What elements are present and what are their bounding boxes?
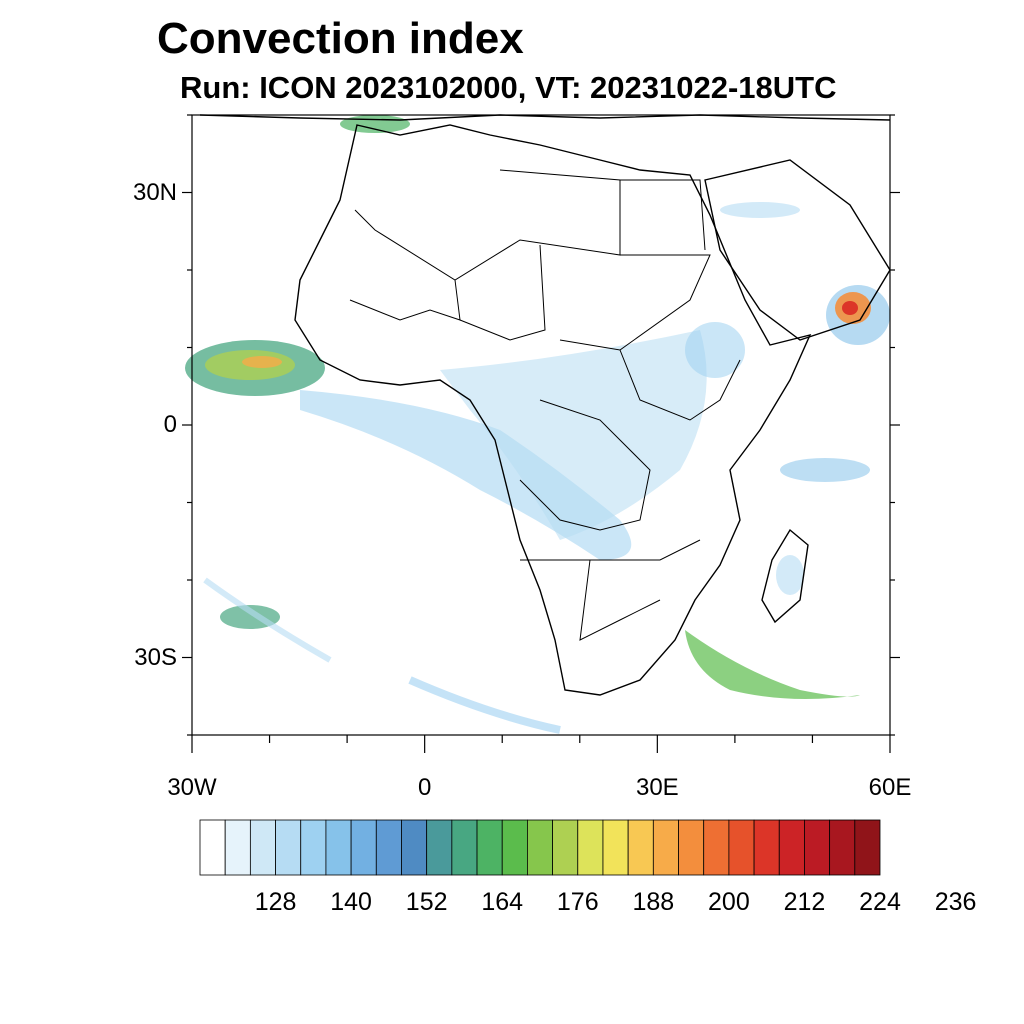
colorbar-tick-label: 176 bbox=[556, 888, 599, 916]
field-southwest-streak bbox=[203, 577, 332, 663]
colorbar-swatch bbox=[602, 819, 629, 876]
colorbar-swatch bbox=[778, 819, 805, 876]
country-borders bbox=[349, 169, 741, 641]
field-central-africa bbox=[440, 330, 707, 540]
colorbar-tick-label: 128 bbox=[254, 888, 297, 916]
colorbar-swatch bbox=[224, 819, 251, 876]
colorbar-swatch bbox=[426, 819, 453, 876]
africa-coastline bbox=[294, 124, 812, 696]
convection-field bbox=[185, 115, 890, 734]
lat-tick-label: 0 bbox=[163, 411, 177, 438]
chart-title: Convection index bbox=[157, 14, 524, 63]
colorbar-tick-label: 224 bbox=[859, 888, 901, 916]
colorbar-swatch bbox=[300, 819, 327, 876]
colorbar-swatch bbox=[753, 819, 780, 876]
colorbar-swatch bbox=[829, 819, 856, 876]
colorbar-swatch bbox=[728, 819, 755, 876]
colorbar-swatch bbox=[703, 819, 730, 876]
colorbar bbox=[199, 819, 881, 876]
colorbar-swatch bbox=[325, 819, 352, 876]
colorbar-swatch bbox=[552, 819, 579, 876]
colorbar-swatch bbox=[678, 819, 705, 876]
field-south-streak bbox=[408, 676, 561, 734]
europe-coastline bbox=[199, 114, 891, 121]
lon-tick-label: 30E bbox=[635, 774, 679, 801]
colorbar-swatch bbox=[249, 819, 276, 876]
colorbar-swatch bbox=[350, 819, 377, 876]
colorbar-tick-label: 212 bbox=[783, 888, 826, 916]
axis-ticks bbox=[182, 114, 900, 753]
lat-tick-label: 30N bbox=[132, 178, 177, 206]
field-indian-ocean bbox=[780, 458, 870, 482]
arabia-coastline bbox=[704, 159, 891, 341]
lon-tick-label: 0 bbox=[417, 774, 432, 801]
field-ethiopia bbox=[685, 322, 745, 378]
colorbar-swatch bbox=[199, 819, 226, 876]
field-madagascar bbox=[776, 555, 804, 595]
lon-tick-label: 30W bbox=[167, 774, 217, 801]
chart-subtitle: Run: ICON 2023102000, VT: 20231022-18UTC bbox=[180, 70, 837, 105]
colorbar-swatch bbox=[804, 819, 831, 876]
colorbar-swatch bbox=[527, 819, 553, 876]
colorbar-swatch bbox=[577, 819, 604, 876]
colorbar-tick-label: 188 bbox=[632, 888, 675, 916]
colorbar-swatch bbox=[275, 819, 302, 876]
colorbar-swatch bbox=[476, 819, 503, 876]
colorbar-tick-label: 152 bbox=[405, 888, 448, 916]
colorbar-swatch bbox=[854, 819, 881, 876]
colorbar-swatch bbox=[451, 819, 478, 876]
field-mediterranean bbox=[340, 115, 410, 133]
colorbar-swatch bbox=[401, 819, 428, 876]
colorbar-swatch bbox=[652, 819, 679, 876]
field-cyclone-core bbox=[842, 301, 858, 315]
colorbar-tick-label: 164 bbox=[481, 888, 524, 916]
field-arabia-line bbox=[720, 202, 800, 218]
coastlines bbox=[199, 114, 891, 696]
colorbar-tick-label: 140 bbox=[330, 888, 372, 916]
colorbar-swatch bbox=[627, 819, 654, 876]
colorbar-tick-label: 200 bbox=[708, 888, 750, 916]
field-atlantic-itcz-peak bbox=[242, 356, 282, 368]
madagascar-coastline bbox=[761, 528, 809, 624]
colorbar-swatch bbox=[501, 819, 528, 876]
colorbar-swatch bbox=[375, 819, 402, 876]
lat-tick-label: 30S bbox=[134, 643, 177, 671]
field-southeast-band bbox=[685, 630, 860, 699]
lon-tick-label: 60E bbox=[868, 774, 912, 801]
colorbar-tick-label: 236 bbox=[934, 888, 977, 916]
